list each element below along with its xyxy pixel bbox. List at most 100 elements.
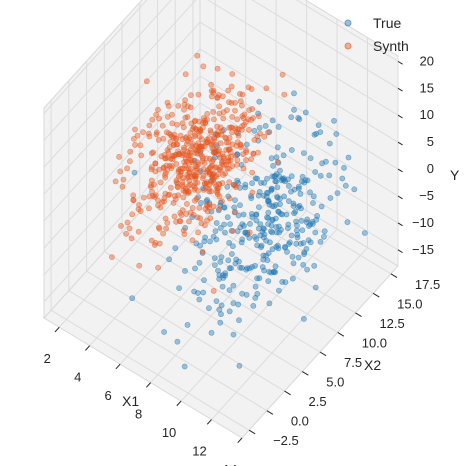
- point-synth: [109, 254, 115, 260]
- point-synth: [173, 177, 180, 184]
- point-synth: [209, 171, 216, 177]
- point-true: [296, 116, 303, 123]
- point-true: [247, 220, 253, 227]
- point-synth: [147, 184, 154, 190]
- point-true: [265, 209, 272, 216]
- point-synth: [126, 225, 133, 232]
- data-points: [109, 52, 368, 370]
- x-tick-mark: [237, 437, 243, 444]
- point-true: [213, 298, 220, 304]
- y-tick-label: 17.5: [415, 277, 440, 292]
- point-synth: [194, 52, 201, 59]
- point-true: [256, 98, 263, 105]
- point-true: [288, 114, 295, 121]
- point-true: [277, 210, 284, 217]
- point-true: [295, 185, 302, 192]
- point-synth: [216, 181, 223, 188]
- point-synth: [184, 114, 191, 120]
- point-true: [217, 224, 224, 231]
- point-true: [294, 222, 300, 229]
- point-synth: [119, 183, 126, 190]
- point-synth: [153, 131, 160, 138]
- point-synth: [180, 187, 187, 194]
- x-tick-label: 14: [223, 462, 237, 466]
- point-synth: [196, 128, 202, 135]
- point-synth: [152, 160, 159, 167]
- point-true: [264, 175, 270, 182]
- point-true: [274, 193, 280, 200]
- point-true: [212, 228, 219, 234]
- point-synth: [226, 124, 233, 131]
- point-synth: [228, 100, 235, 106]
- point-synth: [180, 124, 187, 131]
- point-true: [283, 211, 290, 218]
- point-true: [326, 140, 333, 147]
- point-true: [161, 329, 167, 335]
- z-tick-label: 0: [427, 161, 434, 176]
- grid-z: [199, 102, 399, 224]
- x-tick-label: 4: [74, 370, 81, 385]
- x-tick-label: 6: [105, 388, 112, 403]
- point-synth: [171, 213, 178, 220]
- point-synth: [227, 149, 234, 156]
- point-synth: [209, 175, 216, 181]
- point-true: [254, 275, 260, 282]
- point-synth: [250, 115, 256, 121]
- point-synth: [201, 222, 208, 229]
- point-synth: [181, 106, 187, 113]
- point-synth: [188, 173, 195, 180]
- point-synth: [149, 116, 156, 123]
- point-true: [288, 188, 294, 195]
- point-synth: [245, 84, 252, 91]
- y-tick-label: 15.0: [397, 296, 422, 311]
- point-true: [249, 180, 255, 187]
- grid-z: [43, 0, 148, 114]
- point-synth: [195, 91, 202, 98]
- point-true: [211, 262, 218, 268]
- point-true: [285, 241, 292, 247]
- point-true: [226, 308, 233, 315]
- point-true: [274, 144, 281, 151]
- point-true: [310, 193, 317, 200]
- point-true: [226, 239, 232, 246]
- y-tick-mark: [372, 292, 380, 298]
- point-synth: [148, 177, 155, 184]
- point-synth: [168, 163, 175, 169]
- point-true: [272, 178, 279, 185]
- point-true: [230, 282, 237, 289]
- point-synth: [155, 264, 161, 271]
- point-synth: [240, 151, 246, 157]
- point-true: [217, 319, 224, 326]
- point-true: [351, 186, 358, 193]
- y-tick-mark: [266, 410, 274, 415]
- legend-label-true: True: [373, 15, 401, 31]
- point-true: [265, 278, 272, 284]
- point-synth: [165, 103, 172, 109]
- point-true: [248, 195, 255, 201]
- y-tick-label: 10.0: [362, 335, 387, 350]
- point-synth: [169, 120, 176, 127]
- legend: True Synth: [344, 15, 409, 54]
- point-synth: [181, 146, 187, 153]
- point-true: [269, 173, 276, 180]
- point-synth: [232, 107, 238, 114]
- point-synth: [191, 186, 198, 193]
- point-synth: [219, 180, 226, 186]
- point-synth: [192, 163, 199, 170]
- point-true: [276, 173, 283, 180]
- point-synth: [143, 78, 150, 85]
- point-synth: [219, 198, 225, 205]
- point-true: [221, 221, 227, 228]
- point-synth: [203, 180, 210, 187]
- point-synth: [263, 85, 270, 92]
- point-synth: [153, 129, 160, 136]
- point-true: [282, 244, 288, 251]
- point-true: [293, 227, 300, 234]
- point-synth: [148, 182, 154, 188]
- point-synth: [279, 71, 286, 78]
- point-synth: [187, 136, 194, 143]
- point-true: [307, 239, 314, 246]
- point-synth: [194, 179, 201, 186]
- point-true: [317, 172, 324, 179]
- point-true: [317, 238, 324, 245]
